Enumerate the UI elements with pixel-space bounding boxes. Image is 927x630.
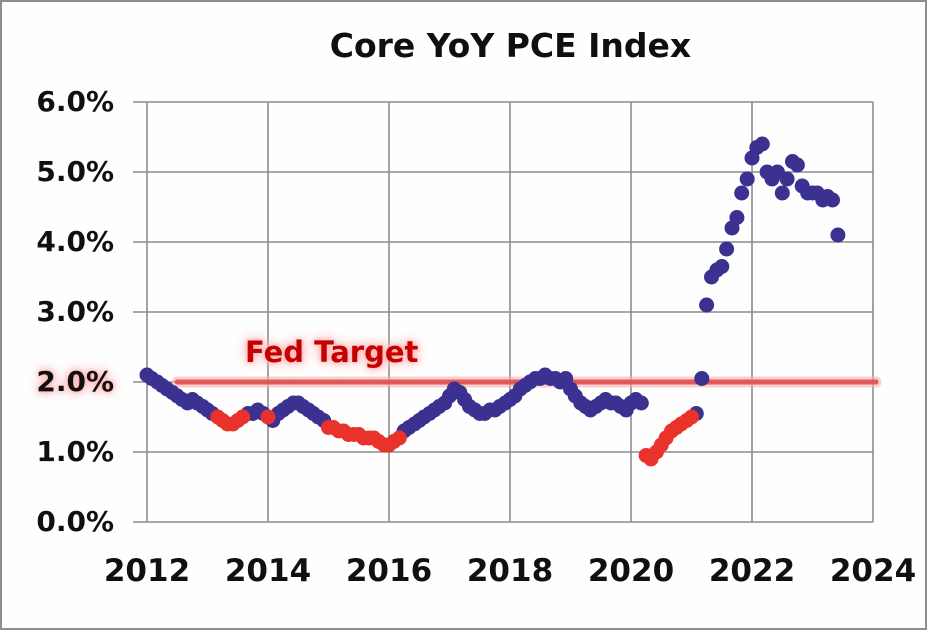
- x-tick-label: 2020: [587, 553, 675, 589]
- data-point-core-pce-purple: [774, 185, 790, 201]
- x-tick-label: 2024: [829, 553, 917, 589]
- x-tick-label: 2018: [466, 553, 554, 589]
- y-tick-label: 4.0%: [36, 225, 114, 258]
- x-tick-label: 2022: [708, 553, 796, 589]
- chart-title: Core YoY PCE Index: [329, 26, 692, 65]
- data-point-core-pce-red-highlight: [235, 409, 251, 425]
- x-tick-label: 2016: [345, 553, 433, 589]
- data-point-core-pce-purple: [779, 171, 795, 187]
- data-point-core-pce-red-highlight: [684, 409, 699, 425]
- data-point-core-pce-purple: [719, 241, 735, 257]
- data-point-core-pce-purple: [825, 192, 840, 208]
- data-point-core-pce-purple: [699, 297, 715, 313]
- data-point-core-pce-red-highlight: [391, 430, 407, 446]
- y-tick-label: 2.0%: [36, 365, 114, 398]
- y-tick-label: 6.0%: [36, 85, 114, 118]
- y-tick-label: 0.0%: [36, 505, 114, 538]
- data-point-core-pce-purple: [754, 136, 770, 152]
- data-point-core-pce-red-highlight: [260, 409, 276, 425]
- data-point-core-pce-purple: [739, 171, 755, 187]
- x-tick-label: 2014: [224, 553, 312, 589]
- data-point-core-pce-purple: [830, 227, 846, 243]
- data-point-core-pce-purple: [694, 371, 710, 386]
- y-tick-label: 3.0%: [36, 295, 114, 328]
- data-point-core-pce-purple: [789, 157, 805, 173]
- y-tick-label: 5.0%: [36, 155, 114, 188]
- data-point-core-pce-purple: [633, 395, 649, 411]
- data-point-core-pce-purple: [734, 185, 750, 201]
- data-point-core-pce-purple: [714, 259, 730, 274]
- data-point-core-pce-purple: [729, 210, 745, 225]
- fed-target-annotation: Fed Target: [245, 335, 419, 369]
- x-tick-label: 2012: [103, 553, 191, 589]
- y-tick-label: 1.0%: [36, 435, 114, 468]
